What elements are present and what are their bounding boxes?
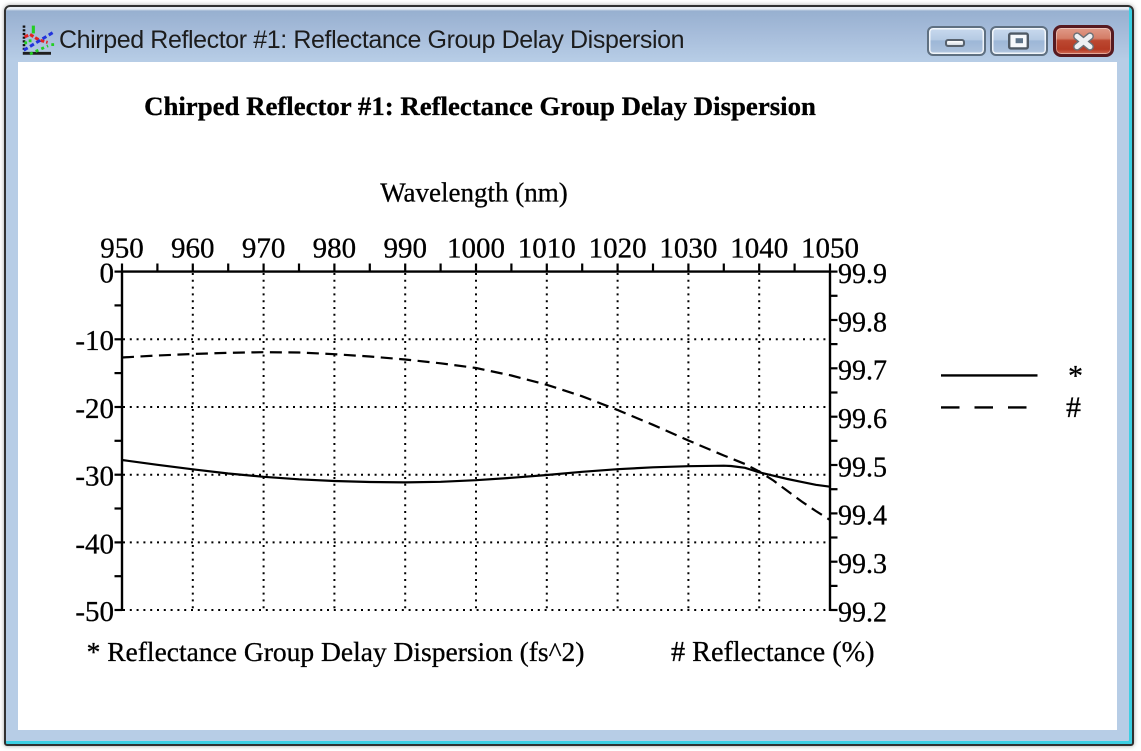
svg-text:0: 0 bbox=[100, 258, 115, 290]
svg-text:99.4: 99.4 bbox=[838, 501, 887, 532]
svg-text:1030: 1030 bbox=[659, 233, 717, 265]
svg-text:99.5: 99.5 bbox=[838, 452, 887, 483]
svg-text:1000: 1000 bbox=[447, 233, 505, 265]
svg-text:99.8: 99.8 bbox=[838, 307, 887, 338]
svg-text:Wavelength (nm): Wavelength (nm) bbox=[380, 178, 568, 208]
svg-text:Chirped Reflector #1: Reflecta: Chirped Reflector #1: Reflectance Group … bbox=[144, 91, 816, 121]
svg-text:990: 990 bbox=[383, 233, 427, 265]
svg-text:1040: 1040 bbox=[730, 233, 788, 265]
svg-text:1050: 1050 bbox=[801, 233, 859, 265]
svg-text:1010: 1010 bbox=[518, 233, 576, 265]
svg-text:-10: -10 bbox=[75, 325, 114, 357]
svg-text:-30: -30 bbox=[75, 461, 114, 493]
svg-text:960: 960 bbox=[171, 233, 215, 265]
svg-text:99.6: 99.6 bbox=[838, 404, 887, 435]
svg-text:950: 950 bbox=[100, 233, 144, 265]
svg-text:99.2: 99.2 bbox=[838, 597, 887, 628]
svg-text:970: 970 bbox=[242, 233, 286, 265]
svg-text:99.3: 99.3 bbox=[838, 549, 887, 580]
svg-text:-40: -40 bbox=[75, 528, 114, 560]
svg-text:* Reflectance Group Delay Disp: * Reflectance Group Delay Dispersion (fs… bbox=[87, 636, 585, 667]
svg-text:-20: -20 bbox=[75, 393, 114, 425]
svg-text:99.7: 99.7 bbox=[838, 356, 887, 387]
svg-text:99.9: 99.9 bbox=[838, 259, 887, 290]
svg-text:1020: 1020 bbox=[589, 233, 647, 265]
svg-text:*: * bbox=[1068, 360, 1083, 393]
svg-text:#: # bbox=[1066, 391, 1081, 424]
svg-text:# Reflectance (%): # Reflectance (%) bbox=[671, 637, 874, 668]
svg-text:980: 980 bbox=[313, 233, 357, 265]
svg-text:-50: -50 bbox=[75, 596, 114, 628]
